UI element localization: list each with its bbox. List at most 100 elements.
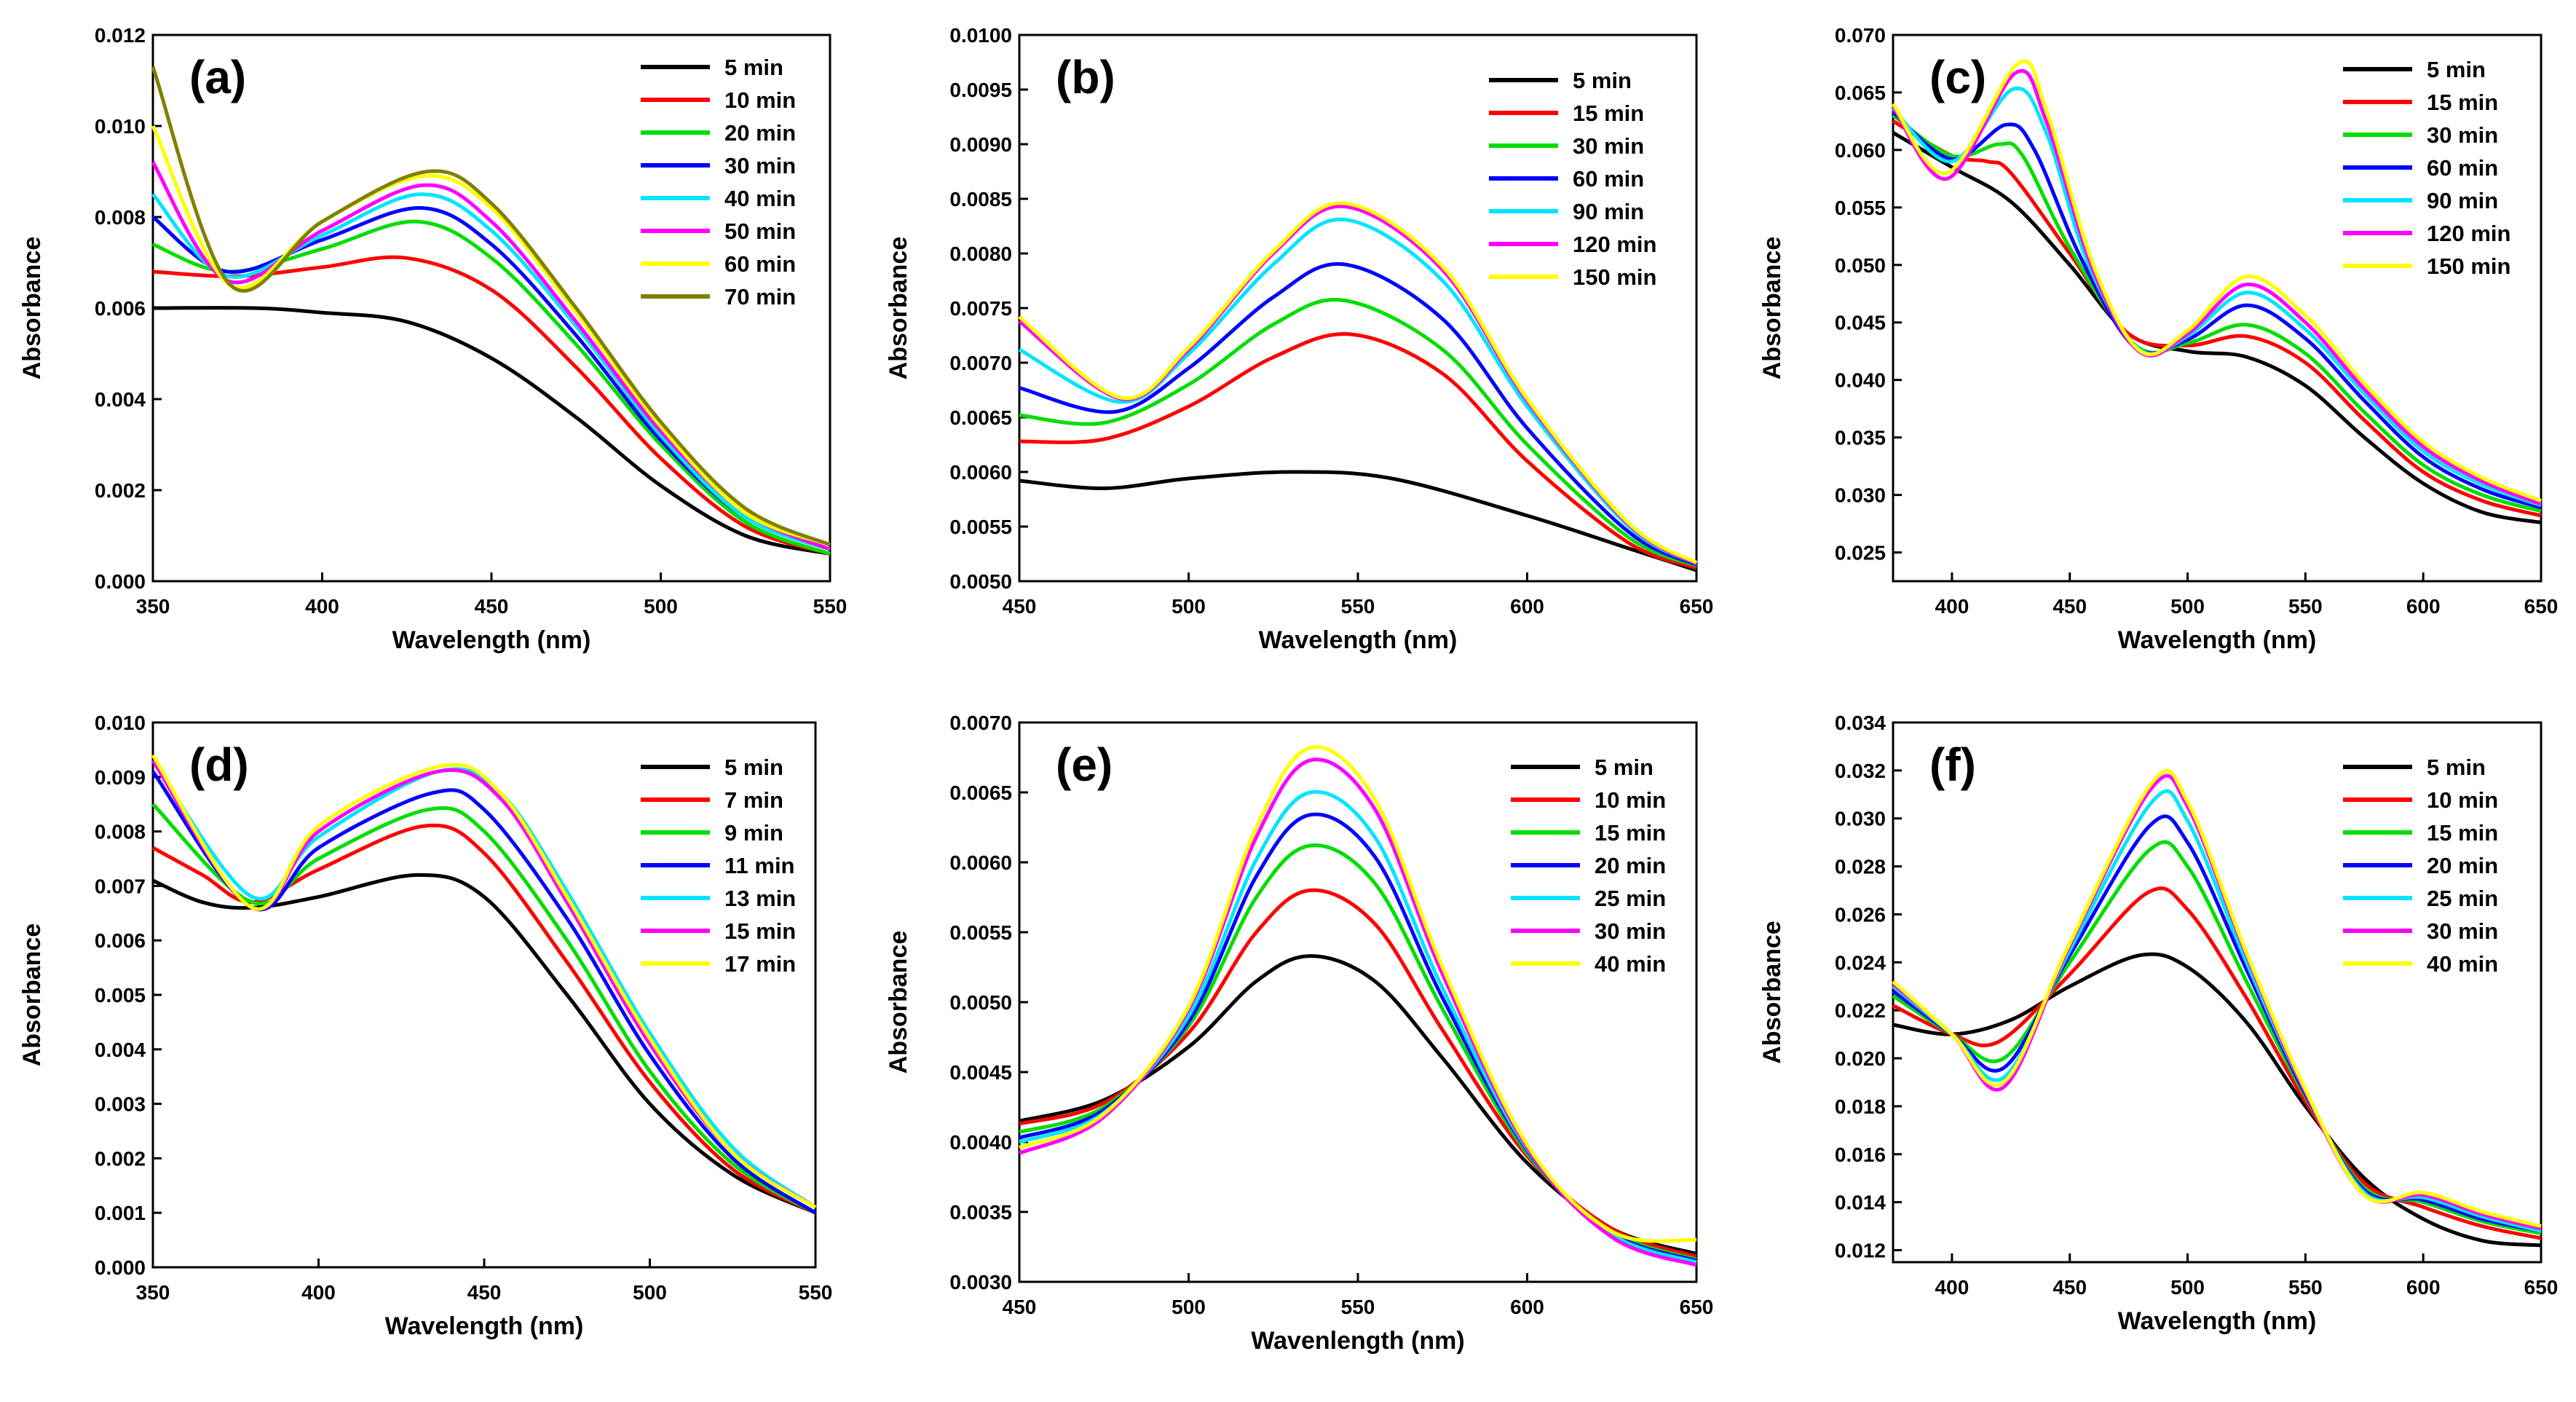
- y-tick-label: 0.0100: [949, 24, 1012, 47]
- legend-label: 15 min: [724, 918, 796, 944]
- x-tick-label: 550: [1341, 1296, 1375, 1318]
- legend-label: 50 min: [724, 218, 796, 244]
- y-tick-label: 0.010: [95, 115, 146, 138]
- x-tick-label: 400: [305, 595, 339, 618]
- panel-2: 450 500 550 600 650 0.0050 0.0055 0.0060 0.0065 0…: [885, 24, 1713, 654]
- y-tick-label: 0.003: [95, 1093, 146, 1116]
- series-line-40-min: [1019, 745, 1697, 1243]
- y-tick-label: 0.000: [95, 1256, 146, 1279]
- series-line-5-min: [152, 306, 831, 556]
- x-tick-label: 500: [1172, 595, 1206, 618]
- y-tick-label: 0.0035: [949, 1201, 1012, 1224]
- y-tick-label: 0.012: [1835, 1240, 1886, 1262]
- panel-label: (b): [1056, 51, 1115, 103]
- y-tick-label: 0.065: [1835, 82, 1886, 104]
- legend-label: 5 min: [724, 55, 783, 80]
- y-tick-label: 0.0095: [949, 79, 1012, 101]
- legend-label: 10 min: [724, 87, 796, 113]
- series-line-20-min: [1892, 814, 2542, 1233]
- legend-label: 120 min: [1573, 232, 1656, 257]
- legend-label: 17 min: [724, 951, 796, 977]
- x-axis-label: Wavelength (nm): [1259, 626, 1458, 654]
- x-axis-label: Wavelength (nm): [385, 1312, 584, 1340]
- series-line-15-min: [1892, 840, 2542, 1235]
- y-axis-label: Absorbance: [885, 931, 912, 1074]
- y-tick-label: 0.070: [1835, 24, 1886, 47]
- series-line-60-min: [1892, 110, 2542, 510]
- y-tick-label: 0.001: [95, 1202, 146, 1224]
- y-tick-label: 0.006: [95, 297, 146, 320]
- x-tick-label: 550: [813, 595, 848, 618]
- x-tick-label: 600: [2406, 1276, 2441, 1299]
- y-tick-label: 0.0080: [949, 243, 1012, 265]
- y-axis-label: Absorbance: [18, 237, 46, 380]
- y-tick-label: 0.005: [95, 984, 146, 1007]
- x-tick-label: 350: [136, 1281, 170, 1304]
- legend-label: 20 min: [2427, 853, 2498, 878]
- legend-label: 70 min: [724, 284, 796, 310]
- series-line-150-min: [1891, 59, 2542, 503]
- legend-label: 7 min: [724, 787, 783, 813]
- x-axis-label: Wavenlength (nm): [1251, 1327, 1464, 1355]
- y-tick-label: 0.030: [1835, 484, 1886, 507]
- legend-label: 5 min: [724, 755, 783, 780]
- y-tick-label: 0.009: [95, 766, 146, 789]
- legend-label: 15 min: [2427, 90, 2498, 115]
- x-tick-label: 450: [1003, 595, 1037, 618]
- y-tick-label: 0.022: [1835, 999, 1886, 1022]
- legend-label: 10 min: [1595, 787, 1666, 813]
- y-tick-label: 0.040: [1835, 369, 1886, 392]
- legend-label: 5 min: [2427, 57, 2486, 82]
- y-tick-label: 0.016: [1835, 1143, 1886, 1166]
- y-tick-label: 0.0040: [949, 1131, 1012, 1154]
- legend-label: 90 min: [2427, 188, 2498, 213]
- panel-label: (a): [189, 51, 246, 103]
- x-tick-label: 650: [1680, 595, 1714, 618]
- series-line-30-min: [1892, 114, 2542, 513]
- x-tick-label: 450: [2052, 1276, 2087, 1299]
- y-tick-label: 0.028: [1835, 856, 1886, 878]
- legend-label: 20 min: [1595, 853, 1666, 878]
- panel-label: (f): [1929, 739, 1976, 791]
- y-tick-label: 0.035: [1835, 427, 1886, 449]
- x-tick-label: 650: [1680, 1296, 1714, 1318]
- x-tick-label: 550: [799, 1281, 833, 1304]
- y-axis-label: Absorbance: [1758, 921, 1786, 1064]
- x-tick-label: 650: [2524, 595, 2559, 618]
- x-tick-label: 600: [2406, 595, 2441, 618]
- y-tick-label: 0.002: [95, 479, 146, 502]
- x-tick-label: 350: [136, 595, 170, 618]
- panel-label: (c): [1929, 51, 1986, 103]
- legend-label: 30 min: [1595, 918, 1666, 944]
- series-line-70-min: [151, 66, 831, 547]
- legend-label: 5 min: [2427, 755, 2486, 780]
- panel-label: (e): [1056, 739, 1113, 791]
- y-tick-label: 0.018: [1835, 1095, 1886, 1118]
- x-tick-label: 400: [301, 1281, 336, 1304]
- y-tick-label: 0.0055: [949, 921, 1012, 944]
- legend-label: 10 min: [2427, 787, 2498, 813]
- x-tick-label: 450: [475, 595, 509, 618]
- y-tick-label: 0.0030: [949, 1271, 1012, 1293]
- y-tick-label: 0.050: [1835, 254, 1886, 277]
- panel-3: 400 450 500 550 600 650 0.025 0.030 0.035 0.040 0.…: [1758, 24, 2558, 654]
- x-tick-label: 500: [1172, 1296, 1206, 1318]
- series-line-5-min: [1892, 952, 2542, 1248]
- y-tick-label: 0.034: [1835, 712, 1886, 734]
- x-tick-label: 500: [644, 595, 678, 618]
- y-tick-label: 0.055: [1835, 197, 1886, 219]
- y-tick-label: 0.0050: [949, 991, 1012, 1014]
- x-tick-label: 450: [1003, 1296, 1037, 1318]
- y-tick-label: 0.0055: [949, 516, 1012, 538]
- legend-label: 15 min: [1573, 101, 1644, 126]
- legend-label: 60 min: [2427, 155, 2498, 181]
- y-tick-label: 0.008: [95, 206, 146, 229]
- x-tick-label: 550: [2288, 1276, 2323, 1299]
- legend-label: 13 min: [724, 886, 796, 911]
- x-axis-label: Wavelength (nm): [392, 626, 591, 654]
- y-tick-label: 0.032: [1835, 760, 1886, 782]
- legend-label: 30 min: [2427, 122, 2498, 148]
- y-tick-label: 0.060: [1835, 139, 1886, 162]
- series-line-25-min: [1892, 789, 2542, 1233]
